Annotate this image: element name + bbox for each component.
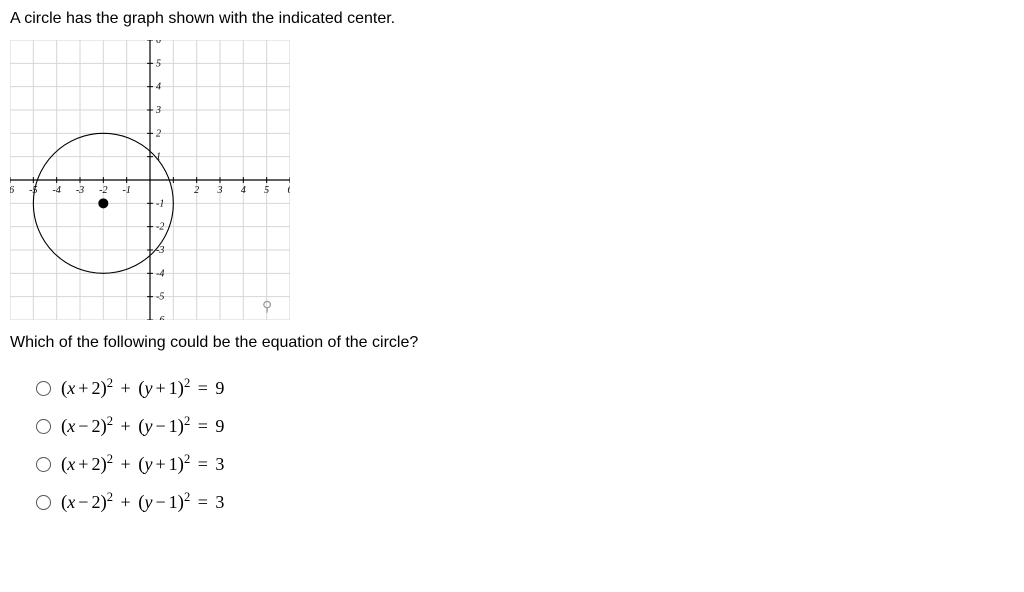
svg-text:-1: -1 (122, 185, 130, 196)
options-list: (x+2)2 + (y+1)2 = 9 (x−2)2 + (y−1)2 = 9 … (36, 376, 1014, 514)
svg-text:6: 6 (288, 185, 291, 196)
svg-text:-1: -1 (156, 198, 164, 209)
equation: (x+2)2 + (y+1)2 = 9 (61, 376, 224, 400)
equation: (x−2)2 + (y−1)2 = 3 (61, 490, 224, 514)
graph-container: -6-5-4-3-2-123456654321-1-2-3-4-5-6 ⚲ (10, 40, 1014, 320)
radio-icon[interactable] (36, 457, 51, 472)
svg-text:-3: -3 (76, 185, 84, 196)
svg-text:-5: -5 (156, 292, 164, 303)
svg-text:4: 4 (156, 82, 161, 93)
svg-text:-6: -6 (10, 185, 14, 196)
svg-text:2: 2 (156, 128, 161, 139)
circle-graph: -6-5-4-3-2-123456654321-1-2-3-4-5-6 (10, 40, 290, 320)
svg-text:5: 5 (156, 58, 161, 69)
svg-text:5: 5 (264, 185, 269, 196)
svg-text:-4: -4 (156, 268, 164, 279)
option-row[interactable]: (x−2)2 + (y−1)2 = 9 (36, 414, 1014, 438)
option-row[interactable]: (x+2)2 + (y+1)2 = 9 (36, 376, 1014, 400)
svg-text:-2: -2 (99, 185, 107, 196)
svg-text:6: 6 (156, 40, 161, 46)
equation: (x−2)2 + (y−1)2 = 9 (61, 414, 224, 438)
svg-text:3: 3 (217, 185, 223, 196)
svg-text:-2: -2 (156, 222, 164, 233)
option-row[interactable]: (x−2)2 + (y−1)2 = 3 (36, 490, 1014, 514)
prompt-text: Which of the following could be the equa… (10, 334, 1014, 352)
option-row[interactable]: (x+2)2 + (y+1)2 = 3 (36, 452, 1014, 476)
svg-text:-3: -3 (156, 245, 164, 256)
radio-icon[interactable] (36, 381, 51, 396)
magnify-icon[interactable]: ⚲ (262, 298, 272, 315)
svg-text:4: 4 (241, 185, 246, 196)
svg-text:-5: -5 (29, 185, 37, 196)
radio-icon[interactable] (36, 419, 51, 434)
svg-text:-4: -4 (52, 185, 60, 196)
equation: (x+2)2 + (y+1)2 = 3 (61, 452, 224, 476)
svg-text:2: 2 (194, 185, 199, 196)
svg-text:-6: -6 (156, 315, 164, 320)
svg-text:3: 3 (155, 105, 161, 116)
intro-text: A circle has the graph shown with the in… (10, 10, 1014, 28)
radio-icon[interactable] (36, 495, 51, 510)
